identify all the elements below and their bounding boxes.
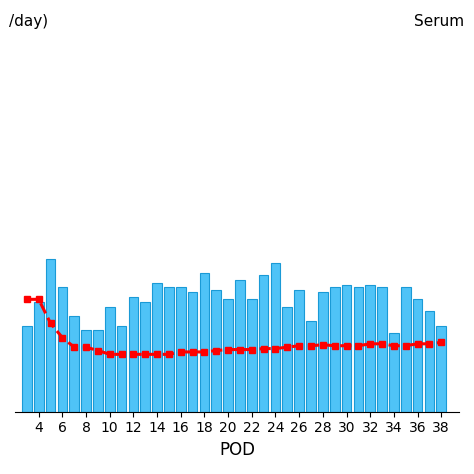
Bar [117,326,127,412]
Bar [247,300,256,412]
Text: /day): /day) [9,14,49,29]
Bar [342,285,351,412]
Bar [188,292,198,412]
Text: Serum: Serum [414,14,465,29]
Bar [318,292,328,412]
Bar [176,287,186,412]
Bar [389,333,399,412]
Bar [128,297,138,412]
Bar [105,307,115,412]
Bar [259,275,268,412]
Bar [140,302,150,412]
Bar [437,326,446,412]
Bar [306,321,316,412]
Bar [22,326,32,412]
Bar [294,290,304,412]
Bar [425,311,434,412]
Bar [211,290,221,412]
Bar [200,273,210,412]
Bar [46,259,55,412]
Bar [413,300,422,412]
Bar [34,302,44,412]
Bar [271,264,280,412]
Bar [93,330,103,412]
Bar [223,300,233,412]
X-axis label: POD: POD [219,441,255,459]
Bar [164,287,174,412]
Bar [81,330,91,412]
Bar [57,287,67,412]
Bar [283,307,292,412]
Bar [377,287,387,412]
Bar [354,287,363,412]
Bar [69,316,79,412]
Bar [235,280,245,412]
Bar [152,283,162,412]
Bar [330,287,339,412]
Bar [401,287,410,412]
Bar [365,285,375,412]
